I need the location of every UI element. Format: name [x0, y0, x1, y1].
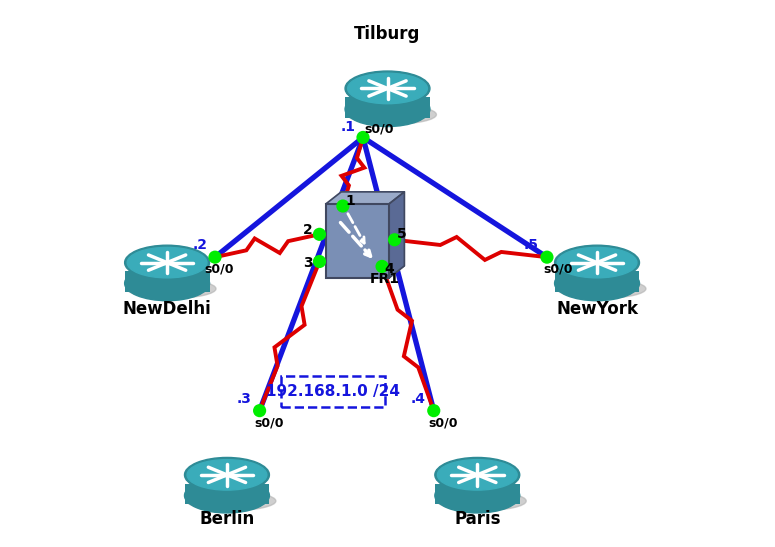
- FancyBboxPatch shape: [125, 271, 209, 292]
- Point: [208, 253, 221, 261]
- Ellipse shape: [127, 279, 216, 298]
- Ellipse shape: [345, 92, 430, 126]
- Polygon shape: [389, 192, 405, 278]
- Ellipse shape: [184, 457, 270, 492]
- Text: NewYork: NewYork: [556, 300, 638, 318]
- Ellipse shape: [435, 457, 520, 492]
- Point: [388, 235, 401, 244]
- Text: 3: 3: [303, 255, 312, 270]
- Point: [313, 257, 326, 266]
- Ellipse shape: [184, 478, 270, 513]
- FancyBboxPatch shape: [184, 484, 270, 504]
- Text: .3: .3: [237, 392, 252, 406]
- Point: [541, 253, 553, 261]
- Text: .1: .1: [340, 120, 355, 133]
- Text: .2: .2: [192, 238, 207, 252]
- FancyBboxPatch shape: [345, 97, 430, 118]
- Ellipse shape: [555, 266, 639, 301]
- Ellipse shape: [557, 247, 637, 278]
- Text: NewDelhi: NewDelhi: [122, 300, 212, 318]
- Ellipse shape: [348, 73, 427, 104]
- FancyBboxPatch shape: [326, 204, 389, 278]
- Point: [336, 202, 349, 211]
- Point: [253, 406, 266, 415]
- Text: s0/0: s0/0: [364, 123, 394, 136]
- Text: 192.168.1.0 /24: 192.168.1.0 /24: [267, 384, 401, 399]
- Text: .5: .5: [523, 238, 538, 252]
- Text: Tilburg: Tilburg: [354, 25, 421, 43]
- Text: s0/0: s0/0: [543, 263, 573, 276]
- Text: .4: .4: [411, 392, 426, 406]
- Text: s0/0: s0/0: [255, 416, 284, 429]
- Text: s0/0: s0/0: [205, 263, 234, 276]
- Ellipse shape: [555, 245, 639, 280]
- Ellipse shape: [187, 491, 276, 510]
- FancyBboxPatch shape: [435, 484, 520, 504]
- Text: s0/0: s0/0: [429, 416, 458, 429]
- Ellipse shape: [347, 105, 436, 124]
- Ellipse shape: [127, 247, 207, 278]
- Polygon shape: [326, 192, 405, 204]
- Text: 2: 2: [302, 223, 312, 237]
- Ellipse shape: [435, 478, 520, 513]
- Ellipse shape: [437, 491, 526, 510]
- Point: [313, 230, 326, 238]
- Text: Berlin: Berlin: [199, 510, 254, 528]
- Ellipse shape: [187, 459, 267, 490]
- Point: [428, 406, 440, 415]
- Text: 1: 1: [346, 194, 356, 207]
- Text: 5: 5: [398, 228, 407, 241]
- Ellipse shape: [125, 266, 209, 301]
- Text: FR1: FR1: [370, 272, 400, 286]
- Point: [376, 262, 388, 271]
- Ellipse shape: [125, 245, 209, 280]
- Text: 4: 4: [385, 262, 394, 276]
- Ellipse shape: [345, 71, 430, 106]
- FancyBboxPatch shape: [555, 271, 639, 292]
- FancyBboxPatch shape: [281, 376, 385, 407]
- Point: [356, 133, 369, 142]
- Ellipse shape: [556, 279, 646, 298]
- Text: Paris: Paris: [454, 510, 501, 528]
- Ellipse shape: [437, 459, 517, 490]
